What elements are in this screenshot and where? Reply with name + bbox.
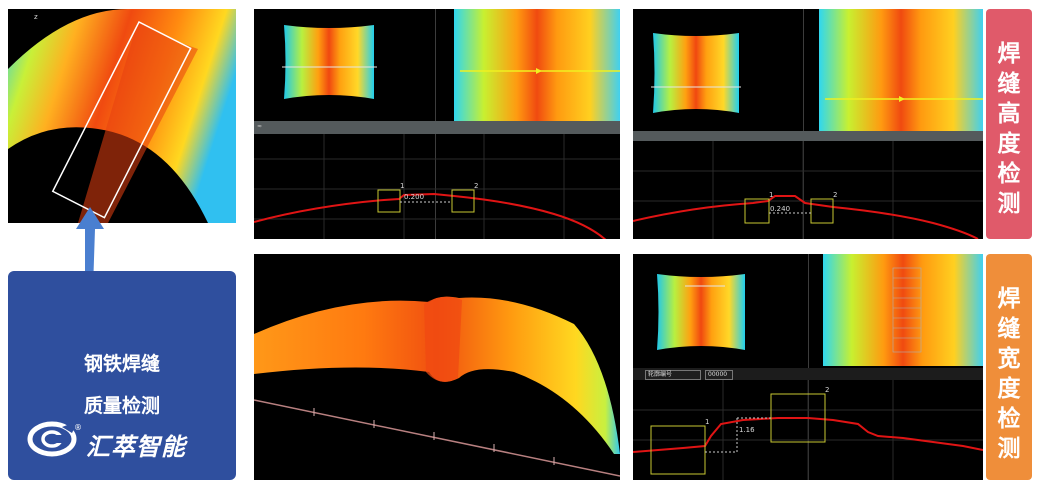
height-detect-panel-2: 1 2 0.240 xyxy=(633,9,983,239)
width-measure-value: 1.16 xyxy=(739,426,755,434)
roi-box-2-id: 2 xyxy=(474,182,478,190)
height-measure-value: 0.240 xyxy=(770,205,790,213)
scan-preview-right xyxy=(823,254,983,366)
profile-number-input[interactable]: 00000 xyxy=(705,370,733,380)
scan-preview-left xyxy=(657,274,745,350)
roi-box-1[interactable] xyxy=(377,189,401,213)
profile-plot-1: 1 2 0.200 xyxy=(254,134,620,239)
product-info-card: 钢铁焊缝 质量检测 ® 汇萃智能 xyxy=(8,271,236,480)
height-detect-panel-1: ≈ 1 2 0.200 xyxy=(254,9,620,239)
scan-preview-left xyxy=(651,33,741,113)
profile-plot-width: 1 2 1.16 xyxy=(633,380,983,480)
profile-toolbar[interactable]: ≈ xyxy=(254,121,620,134)
roi-rectangle[interactable] xyxy=(51,20,192,219)
registered-mark: ® xyxy=(74,423,82,432)
roi-box-1-id: 1 xyxy=(769,191,773,199)
width-detect-panel: 轮廓编号 00000 1 2 1.16 xyxy=(633,254,983,480)
svg-text:z: z xyxy=(34,13,38,21)
roi-box-2-id: 2 xyxy=(825,386,829,394)
scan-preview-right xyxy=(819,9,983,131)
weld-curve-render xyxy=(254,296,620,477)
profile-toolbar[interactable] xyxy=(633,131,983,141)
roi-box-1[interactable] xyxy=(744,198,770,224)
weld-3d-curve-panel xyxy=(254,254,620,480)
profile-select[interactable]: 轮廓编号 xyxy=(645,370,701,380)
roi-box-2[interactable] xyxy=(451,189,475,213)
info-line-1: 钢铁焊缝 xyxy=(83,353,160,375)
roi-box-1-id: 1 xyxy=(400,182,404,190)
roi-box-2[interactable] xyxy=(810,198,834,224)
width-detect-band: 焊 缝 宽 度 检 测 xyxy=(986,254,1032,480)
brand-name: 汇萃智能 xyxy=(86,433,186,461)
weld-3d-heatmap-panel: z xyxy=(8,9,236,223)
scan-preview-right xyxy=(454,9,620,121)
scan-preview-left xyxy=(282,25,377,99)
profile-toolbar: 轮廓编号 00000 xyxy=(633,368,983,380)
height-detect-band: 焊 缝 高 度 检 测 xyxy=(986,9,1032,239)
info-line-2: 质量检测 xyxy=(83,395,160,417)
roi-box-1-id: 1 xyxy=(705,418,709,426)
profile-plot-2: 1 2 0.240 xyxy=(633,141,983,239)
height-measure-value: 0.200 xyxy=(404,193,424,201)
up-arrow-icon xyxy=(76,207,104,289)
roi-box-2-id: 2 xyxy=(833,191,837,199)
roi-box-1[interactable] xyxy=(650,425,706,475)
weld-surface-render: z xyxy=(8,9,236,223)
c-swoosh-logo-icon xyxy=(27,421,78,457)
toolbar-icon[interactable]: ≈ xyxy=(257,123,263,130)
